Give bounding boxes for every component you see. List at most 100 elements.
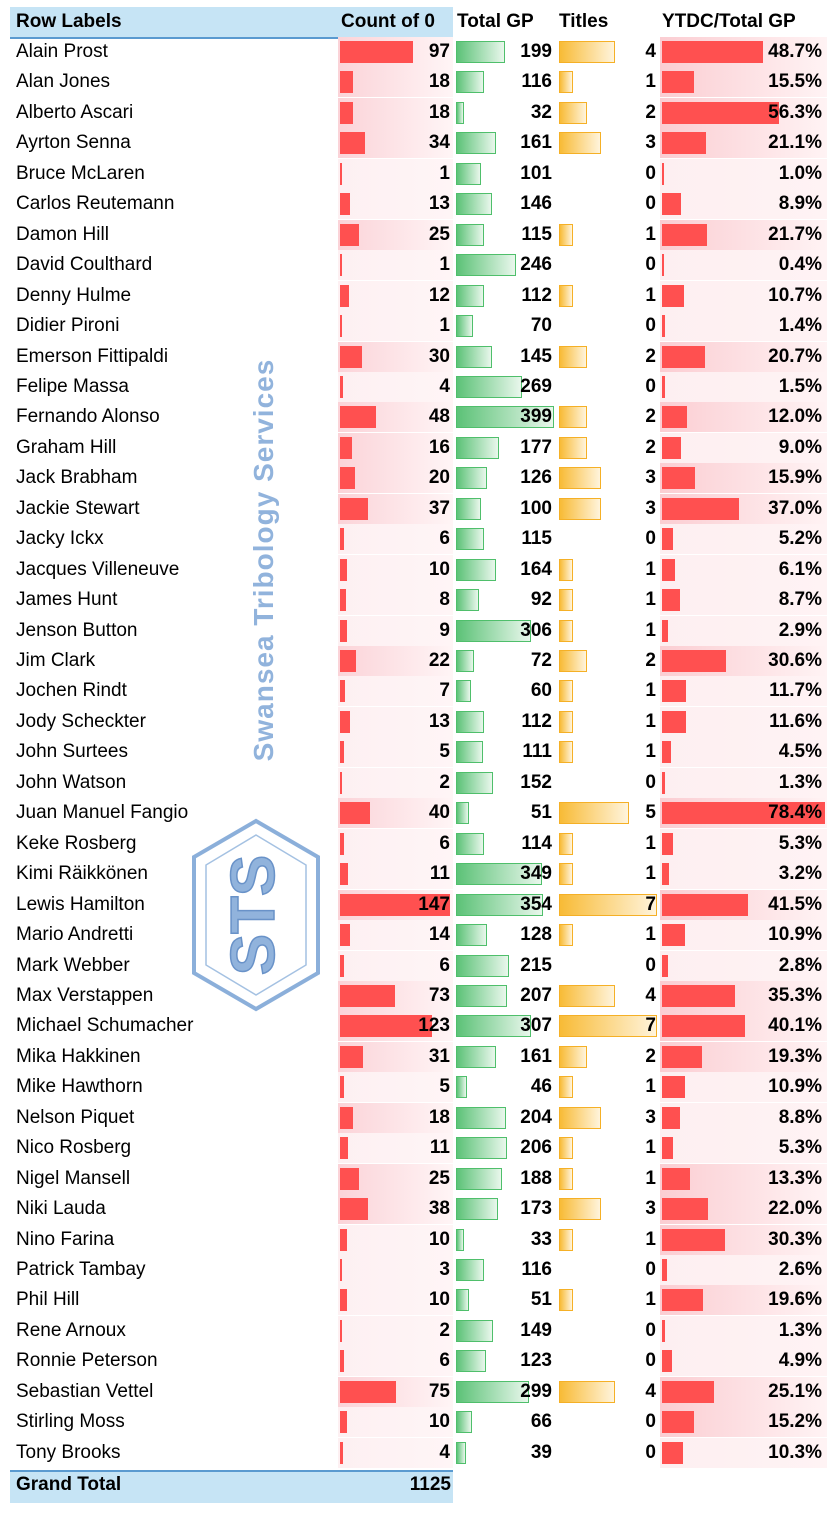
row-label: Niki Lauda (16, 1198, 106, 1220)
total-gp-bar (456, 345, 492, 368)
count-bar (340, 984, 395, 1007)
count-bar (340, 650, 357, 672)
count-bar (340, 1106, 354, 1129)
total-gp-value: 116 (521, 71, 552, 93)
ytdc-bar (662, 650, 726, 672)
total-gp-bar (456, 1167, 503, 1190)
total-gp-bar (456, 497, 481, 520)
header-row-labels[interactable]: Row Labels (16, 11, 122, 32)
total-gp-bar (456, 924, 488, 947)
count-value: 11 (429, 1137, 450, 1159)
total-gp-bar (456, 741, 484, 764)
total-gp-bar (456, 771, 494, 794)
count-bar (340, 1015, 433, 1038)
titles-value: 0 (645, 193, 656, 215)
count-value: 6 (439, 1350, 450, 1372)
ytdc-cell-bg (660, 1255, 827, 1285)
count-value: 4 (439, 1441, 450, 1463)
total-gp-value: 51 (530, 802, 552, 824)
total-gp-value: 306 (520, 619, 552, 641)
row-label: Jody Scheckter (16, 710, 146, 732)
count-bar (340, 1137, 349, 1160)
total-gp-value: 246 (520, 254, 552, 276)
titles-value: 1 (645, 832, 656, 854)
ytdc-value: 56.3% (768, 101, 822, 123)
ytdc-bar (662, 741, 672, 764)
row-label: Max Verstappen (16, 984, 154, 1006)
count-value: 2 (439, 1319, 450, 1341)
ytdc-bar (662, 1015, 746, 1038)
total-gp-value: 128 (520, 924, 552, 946)
count-cell-bg (338, 1224, 453, 1255)
ytdc-cell-bg (660, 950, 827, 981)
header-count-of-0[interactable]: Count of 0 (341, 11, 435, 32)
titles-bar (559, 832, 573, 855)
count-value: 18 (428, 71, 450, 93)
count-bar (340, 680, 346, 703)
titles-value: 0 (645, 1319, 656, 1341)
count-bar (340, 1259, 343, 1281)
row-label: Juan Manuel Fangio (16, 802, 189, 824)
row-label: Mark Webber (16, 954, 130, 976)
ytdc-value: 2.9% (778, 619, 822, 641)
header-total-gp[interactable]: Total GP (457, 11, 534, 32)
titles-bar (559, 1380, 615, 1403)
total-gp-bar (456, 375, 523, 398)
ytdc-cell-bg (660, 1315, 827, 1346)
ytdc-value: 19.3% (768, 1045, 822, 1067)
total-gp-value: 112 (521, 284, 552, 306)
ytdc-value: 25.1% (768, 1380, 822, 1402)
titles-value: 4 (645, 41, 656, 62)
count-value: 73 (428, 984, 450, 1006)
total-gp-value: 204 (520, 1106, 552, 1128)
count-bar (340, 619, 347, 642)
logo-text: STS (219, 855, 288, 976)
count-bar (340, 893, 450, 916)
ytdc-value: 8.8% (778, 1106, 822, 1128)
titles-bar (559, 589, 573, 612)
total-gp-bar (456, 863, 542, 886)
count-value: 97 (428, 41, 450, 62)
row-label: Michael Schumacher (16, 1015, 194, 1037)
count-value: 13 (428, 710, 450, 732)
titles-bar (559, 1076, 573, 1099)
count-bar (340, 954, 345, 977)
count-cell-bg (338, 737, 453, 768)
header-ytdc-total-gp[interactable]: YTDC/Total GP (662, 11, 796, 32)
row-label: Patrick Tambay (16, 1259, 146, 1280)
total-gp-bar (456, 1198, 499, 1221)
titles-bar (559, 650, 587, 672)
ytdc-bar (662, 1167, 690, 1190)
count-value: 13 (428, 193, 450, 215)
total-gp-bar (456, 528, 485, 551)
count-value: 6 (439, 528, 450, 550)
total-gp-value: 354 (520, 893, 552, 915)
titles-value: 3 (645, 1198, 656, 1220)
header-band (10, 7, 453, 39)
row-label: Sebastian Vettel (16, 1380, 154, 1402)
count-value: 10 (428, 1411, 450, 1433)
count-value: 14 (428, 924, 450, 946)
ytdc-bar (662, 406, 687, 429)
ytdc-value: 21.7% (768, 223, 822, 245)
count-value: 22 (428, 650, 450, 671)
total-gp-value: 72 (530, 650, 552, 671)
header-titles[interactable]: Titles (559, 11, 609, 32)
ytdc-value: 5.3% (778, 1137, 822, 1159)
count-value: 9 (439, 619, 450, 641)
count-cell-bg (338, 67, 453, 98)
row-label: Kimi Räikkönen (16, 863, 148, 885)
count-value: 18 (428, 1106, 450, 1128)
ytdc-bar (662, 497, 739, 520)
titles-value: 1 (645, 741, 656, 763)
ytdc-bar (662, 954, 668, 977)
ytdc-value: 1.0% (778, 162, 822, 184)
ytdc-value: 2.8% (778, 954, 822, 976)
row-label: Rene Arnoux (16, 1319, 126, 1341)
ytdc-bar (662, 71, 695, 94)
total-gp-bar (456, 41, 505, 63)
total-gp-value: 206 (520, 1137, 552, 1159)
row-label: Didier Pironi (16, 315, 120, 337)
count-bar (340, 193, 350, 216)
total-gp-bar (456, 1137, 507, 1160)
